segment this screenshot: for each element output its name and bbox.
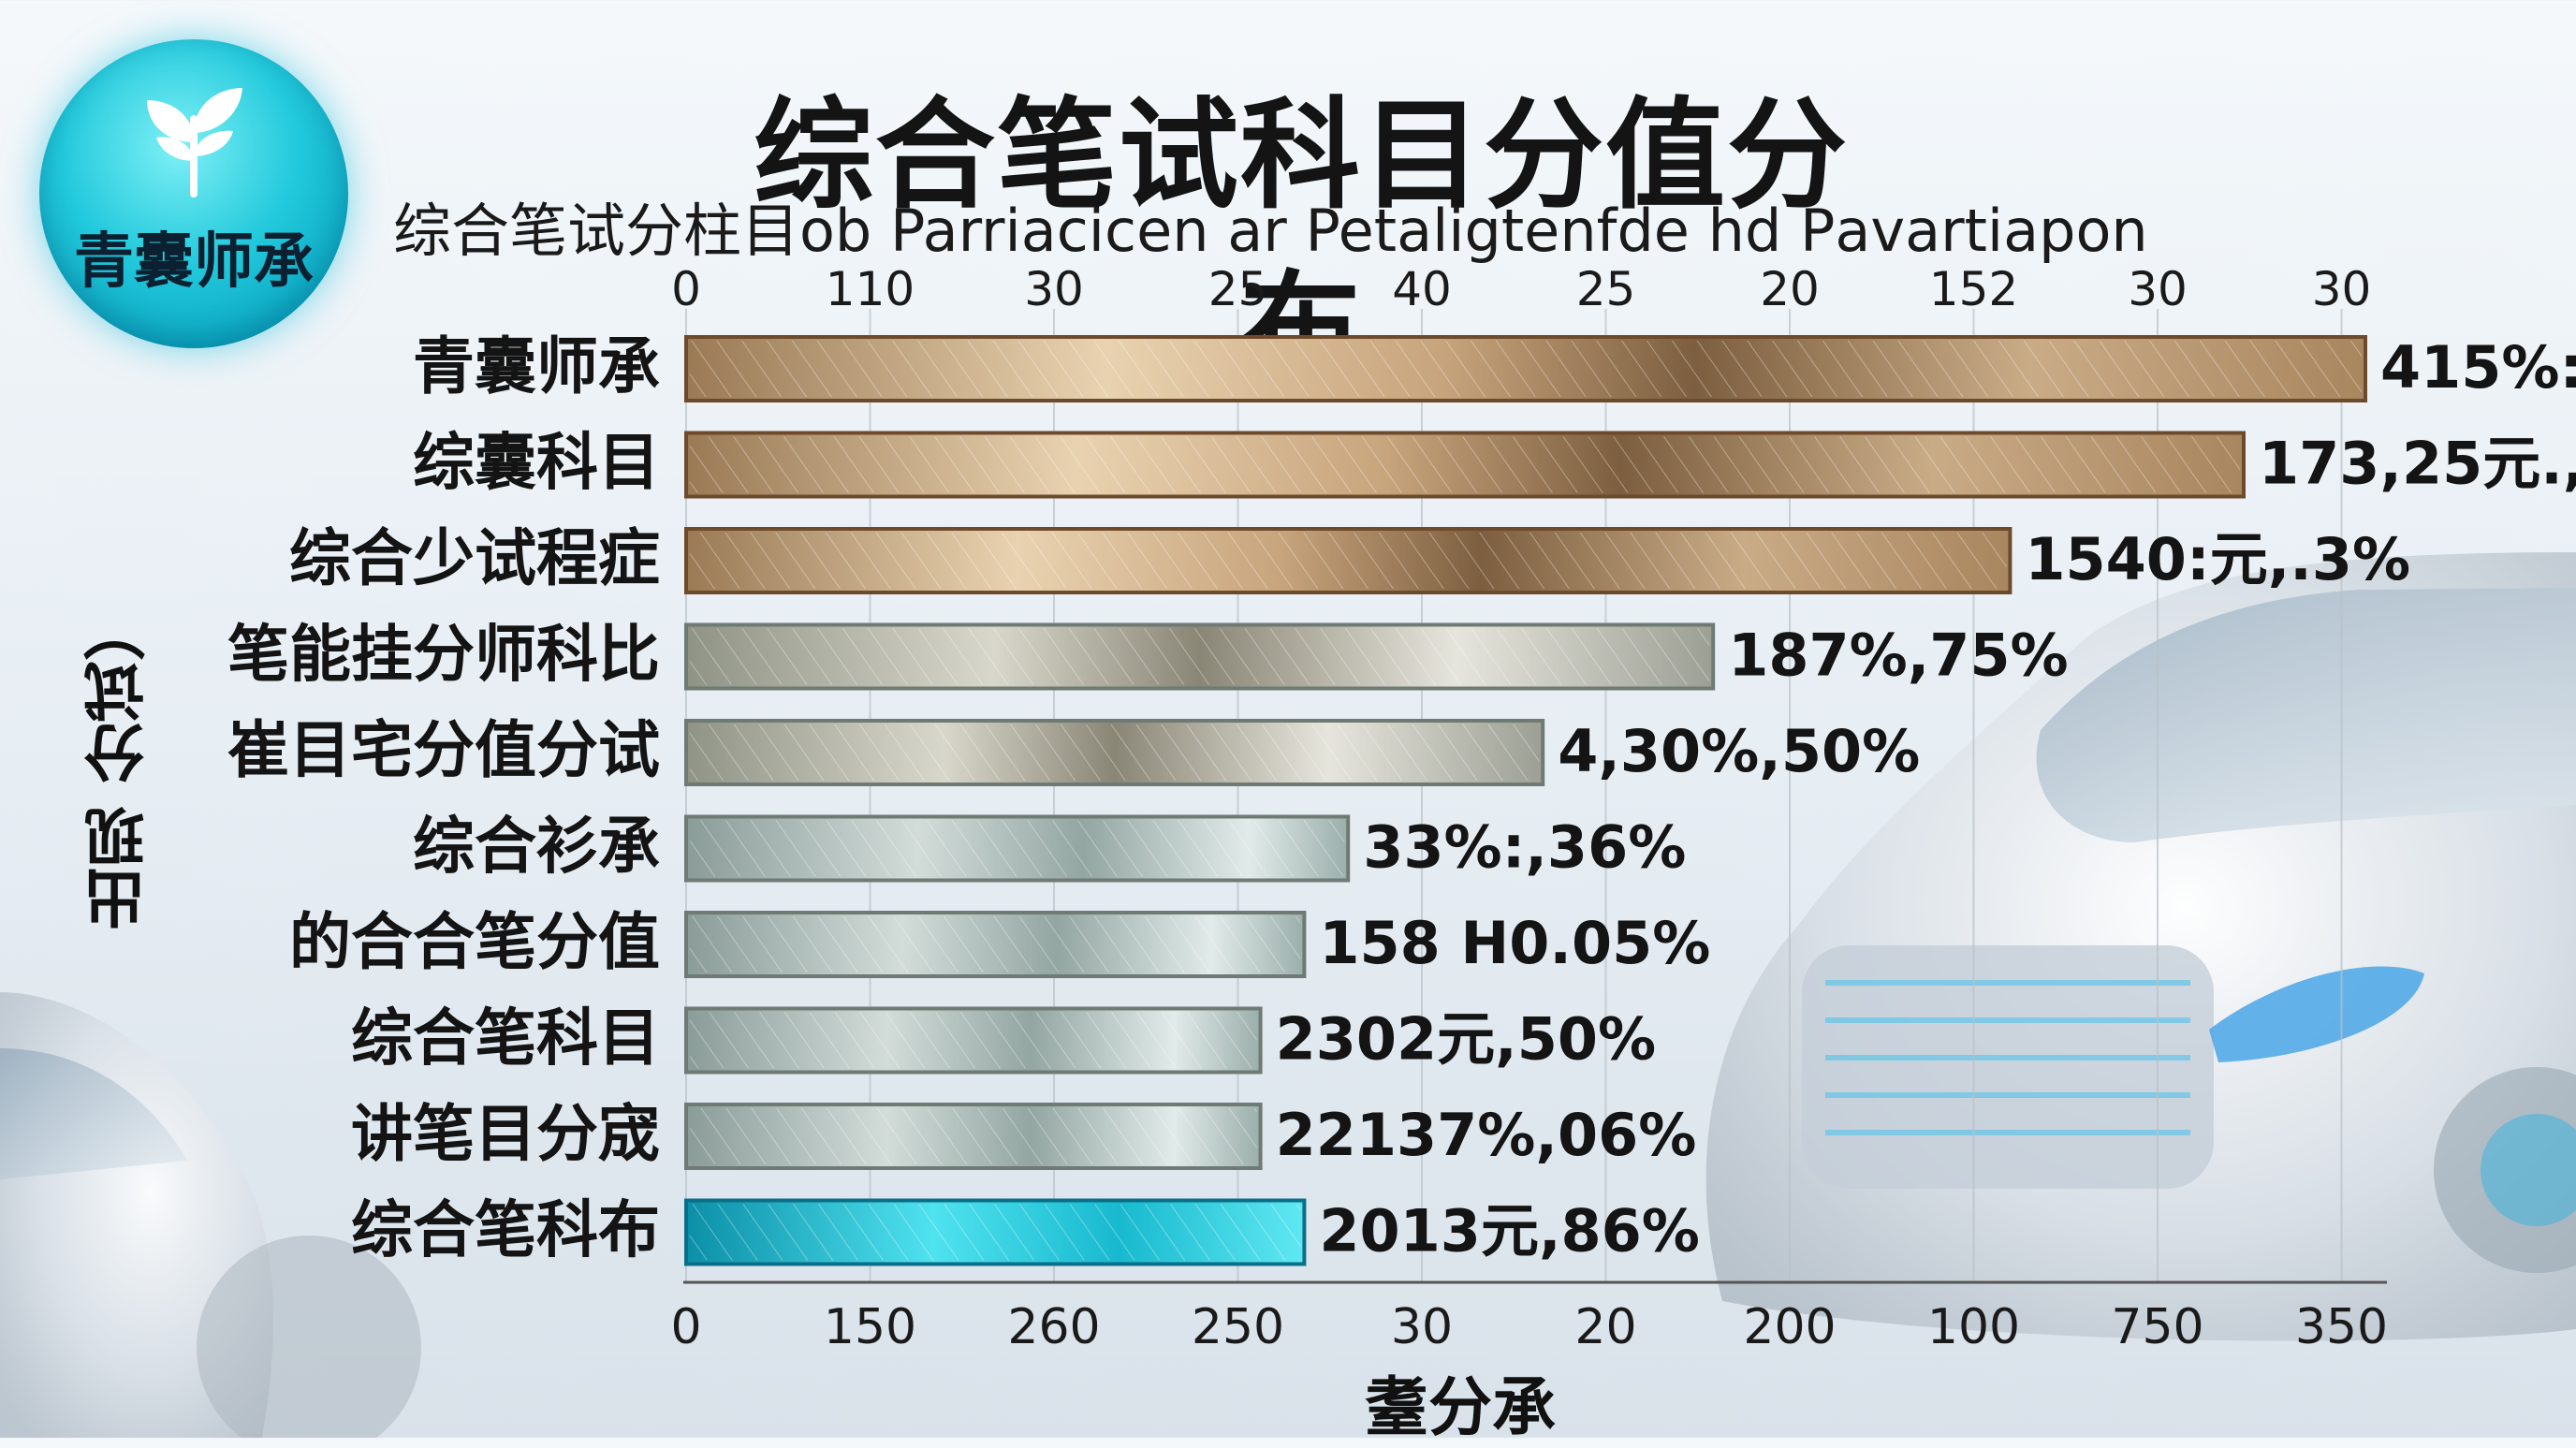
top-tick-label: 30 <box>2128 262 2188 316</box>
category-label: 讲笔目分宬 <box>351 1098 660 1170</box>
x-axis-label: 耋分承 <box>1364 1371 1556 1445</box>
bottom-tick-label: 750 <box>2111 1299 2203 1355</box>
bar-group <box>684 814 1351 883</box>
category-label: 综合少试程症 <box>289 522 660 594</box>
bottom-tick-label: 150 <box>824 1299 916 1355</box>
value-label: 33%:,36% <box>1363 813 1686 882</box>
logo-text: 青囊师承 <box>74 227 314 297</box>
bar-group <box>684 719 1545 786</box>
category-label: 综囊科目 <box>413 427 660 499</box>
category-label: 笔能挂分师科比 <box>227 619 660 691</box>
top-tick-label: 152 <box>1929 262 2018 316</box>
bar-texture <box>690 1012 1257 1069</box>
bar-group <box>684 911 1307 978</box>
value-label: 158 H0.05% <box>1319 909 1710 977</box>
bar-texture <box>690 628 1710 685</box>
bar-texture <box>690 436 2240 493</box>
bar-group <box>684 527 2012 594</box>
bottom-tick-label: 350 <box>2295 1299 2388 1355</box>
bar-texture <box>690 820 1345 877</box>
value-label: 4,30%,50% <box>1558 717 1920 785</box>
top-tick-label: 110 <box>826 262 915 316</box>
bar-group <box>684 622 1716 691</box>
top-tick-label: 40 <box>1392 262 1452 316</box>
category-label: 崔目宅分值分试 <box>227 714 660 786</box>
top-tick-label: 30 <box>1024 262 1084 316</box>
category-label: 综合笔科布 <box>351 1194 660 1266</box>
bar-texture <box>690 724 1540 781</box>
bottom-tick-label: 260 <box>1007 1299 1100 1355</box>
value-label: 415%:,50% <box>2380 333 2576 402</box>
value-label: 2302元,50% <box>1276 1005 1657 1074</box>
value-label: 1540:元,.3% <box>2025 525 2410 593</box>
bar-group <box>684 335 2367 402</box>
category-label: 综合笔科目 <box>351 1002 660 1075</box>
bottom-tick-label: 20 <box>1574 1299 1636 1355</box>
bar-texture <box>690 1204 1301 1261</box>
bottom-tick-label: 250 <box>1192 1299 1284 1355</box>
bar-group <box>684 431 2246 499</box>
page-title: 综合笔试科目分值分布 <box>753 86 1849 399</box>
category-label: 的合合笔分值 <box>289 906 660 978</box>
value-label: 2013元,86% <box>1319 1197 1700 1265</box>
bottom-tick-label: 100 <box>1927 1299 2020 1355</box>
category-label: 综合衫承 <box>413 811 660 883</box>
bar-group <box>684 1006 1263 1075</box>
top-tick-label: 30 <box>2312 262 2372 316</box>
top-tick-label: 25 <box>1208 262 1268 316</box>
bar-texture <box>690 916 1301 973</box>
chart-subtitle: 综合笔试分柱目ob Parriacicen ar Petaligtenfde h… <box>393 197 2148 265</box>
bottom-tick-label: 30 <box>1391 1299 1453 1355</box>
bar-group <box>684 1198 1307 1266</box>
value-label: 187%,75% <box>1728 622 2069 690</box>
brand-logo: 青囊师承 <box>39 39 348 348</box>
bottom-tick-label: 0 <box>670 1299 701 1355</box>
category-label: 青囊师承 <box>413 330 660 402</box>
top-tick-label: 25 <box>1576 262 1636 316</box>
bar-texture <box>690 341 2362 397</box>
bottom-tick-label: 200 <box>1743 1299 1836 1355</box>
bar-texture <box>690 1108 1257 1164</box>
top-tick-label: 20 <box>1760 262 1820 316</box>
sprout-icon <box>147 88 242 197</box>
top-tick-label: 0 <box>671 262 701 316</box>
bar-texture <box>690 533 2007 589</box>
value-label: 173,25元.,30% <box>2259 430 2576 498</box>
bar-group <box>684 1103 1263 1170</box>
value-label: 22137%,06% <box>1276 1101 1697 1169</box>
